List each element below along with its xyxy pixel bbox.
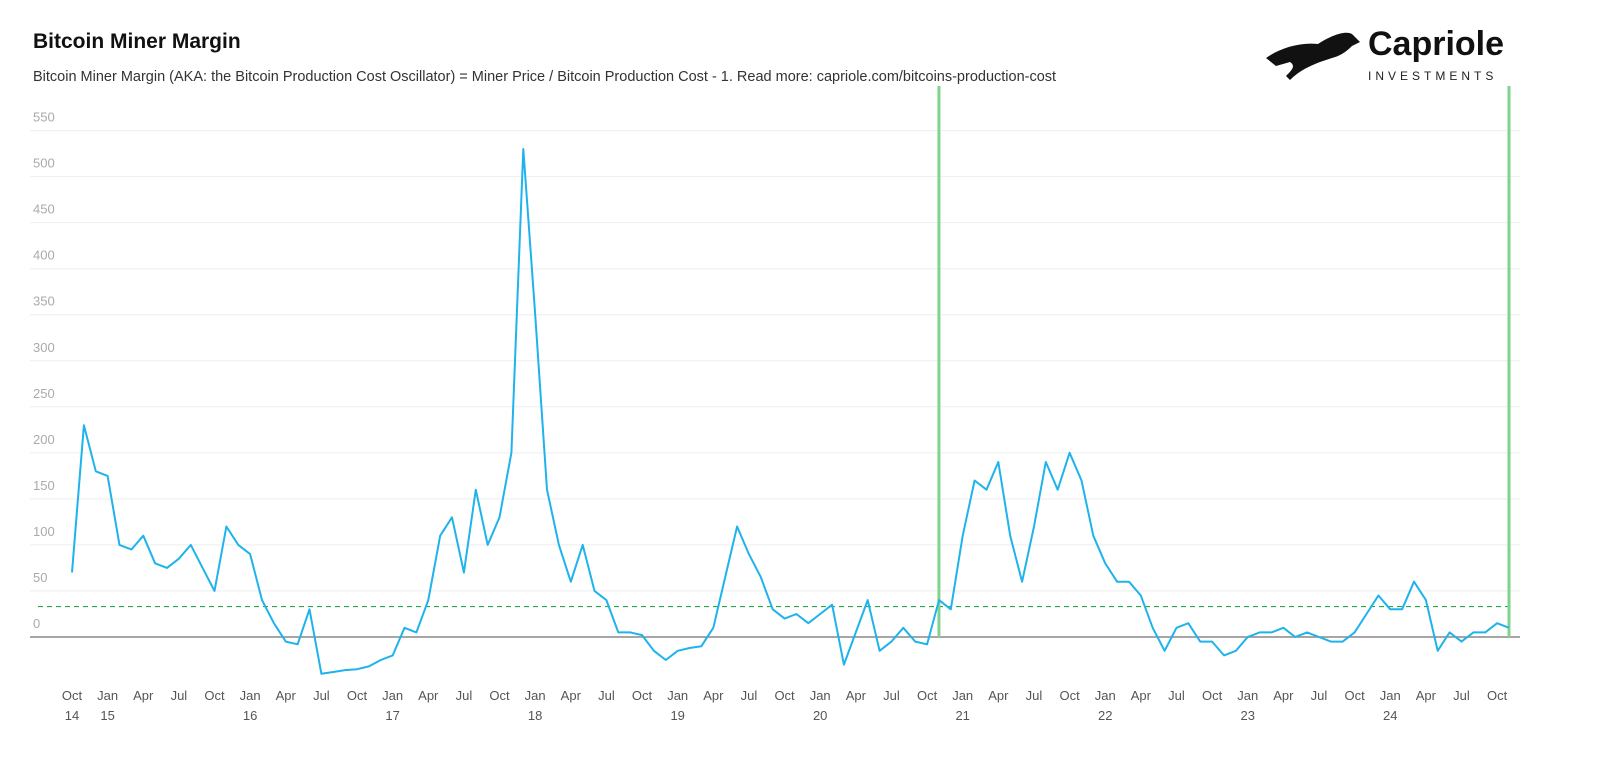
x-tick-label: Oct: [489, 688, 510, 703]
x-tick-label: Apr: [988, 688, 1009, 703]
x-tick-year: 15: [100, 708, 114, 723]
brand-logo: [1266, 32, 1360, 80]
x-tick-label: Jul: [1453, 688, 1470, 703]
x-tick-label: Jan: [1380, 688, 1401, 703]
y-tick-label: 450: [33, 202, 55, 217]
x-tick-label: Jul: [1311, 688, 1328, 703]
x-tick-label: Jul: [1168, 688, 1185, 703]
x-tick-label: Apr: [1416, 688, 1437, 703]
x-tick-label: Jan: [525, 688, 546, 703]
x-tick-year: 17: [385, 708, 399, 723]
x-tick-label: Jul: [883, 688, 900, 703]
y-tick-label: 300: [33, 340, 55, 355]
x-tick-label: Oct: [62, 688, 83, 703]
x-tick-label: Oct: [774, 688, 795, 703]
x-tick-label: Apr: [133, 688, 154, 703]
x-tick-label: Apr: [276, 688, 297, 703]
x-tick-label: Jul: [171, 688, 188, 703]
y-tick-label: 0: [33, 616, 40, 631]
x-tick-label: Jul: [741, 688, 758, 703]
x-tick-label: Apr: [846, 688, 867, 703]
x-tick-label: Jul: [1026, 688, 1043, 703]
x-tick-year: 18: [528, 708, 542, 723]
x-tick-year: 23: [1240, 708, 1254, 723]
brand-name: Capriole: [1368, 25, 1504, 63]
x-tick-label: Apr: [418, 688, 439, 703]
x-tick-label: Jan: [667, 688, 688, 703]
chart-subtitle: Bitcoin Miner Margin (AKA: the Bitcoin P…: [33, 69, 1056, 85]
x-tick-label: Oct: [1059, 688, 1080, 703]
x-tick-label: Oct: [917, 688, 938, 703]
x-tick-label: Apr: [703, 688, 724, 703]
x-tick-year: 19: [670, 708, 684, 723]
x-tick-year: 24: [1383, 708, 1397, 723]
x-tick-year: 21: [955, 708, 969, 723]
y-tick-label: 550: [33, 110, 55, 125]
x-tick-label: Oct: [1487, 688, 1508, 703]
y-tick-label: 200: [33, 432, 55, 447]
x-tick-label: Jul: [598, 688, 615, 703]
y-tick-label: 100: [33, 524, 55, 539]
x-tick-label: Oct: [1202, 688, 1223, 703]
y-tick-label: 400: [33, 248, 55, 263]
x-tick-label: Jan: [97, 688, 118, 703]
x-tick-label: Apr: [1273, 688, 1294, 703]
brand-tagline: INVESTMENTS: [1368, 69, 1497, 83]
x-tick-label: Jan: [240, 688, 261, 703]
x-tick-year: 20: [813, 708, 827, 723]
x-tick-label: Jan: [382, 688, 403, 703]
data-line: [71, 148, 1510, 675]
x-tick-label: Apr: [561, 688, 582, 703]
y-tick-label: 500: [33, 156, 55, 171]
y-tick-label: 350: [33, 294, 55, 309]
y-tick-label: 50: [33, 570, 47, 585]
y-tick-label: 150: [33, 478, 55, 493]
x-tick-label: Jul: [313, 688, 330, 703]
x-tick-label: Jul: [456, 688, 473, 703]
x-tick-label: Jan: [1095, 688, 1116, 703]
x-tick-label: Oct: [347, 688, 368, 703]
x-tick-label: Oct: [632, 688, 653, 703]
x-tick-year: 22: [1098, 708, 1112, 723]
x-tick-label: Jan: [1237, 688, 1258, 703]
x-tick-label: Jan: [952, 688, 973, 703]
y-tick-label: 250: [33, 386, 55, 401]
x-tick-label: Oct: [204, 688, 225, 703]
chart-title: Bitcoin Miner Margin: [33, 30, 241, 53]
x-tick-label: Jan: [810, 688, 831, 703]
x-tick-year: 16: [243, 708, 257, 723]
x-tick-year: 14: [65, 708, 79, 723]
x-tick-label: Apr: [1131, 688, 1152, 703]
x-tick-label: Oct: [1344, 688, 1365, 703]
